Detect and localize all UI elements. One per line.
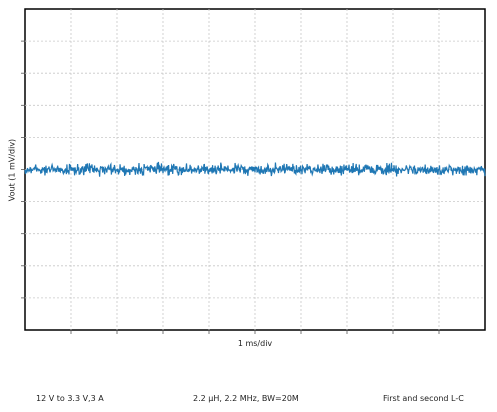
- x-axis-label: 1 ms/div: [237, 339, 273, 348]
- y-axis-label: Vout (1 mV/div): [7, 138, 17, 202]
- footer-conditions: 12 V to 3.3 V,3 A: [36, 394, 104, 403]
- series-vout-trace: [24, 161, 486, 177]
- footer-filter-params: 2.2 μH, 2.2 MHz, BW=20M: [193, 394, 299, 403]
- axis-ticks: [21, 40, 440, 334]
- footer-filter-type: First and second L-C: [383, 394, 464, 403]
